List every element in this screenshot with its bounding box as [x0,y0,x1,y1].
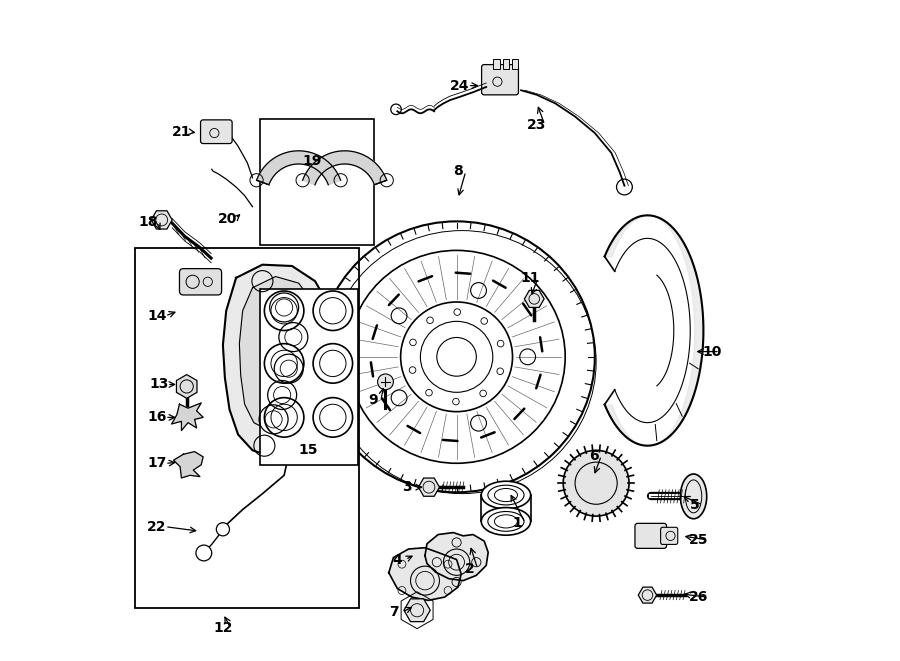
Bar [493,59,500,69]
Bar [135,248,359,608]
Text: 11: 11 [520,271,540,285]
FancyBboxPatch shape [635,524,667,549]
Text: 19: 19 [302,153,321,168]
Text: 21: 21 [172,125,191,139]
Text: 9: 9 [368,393,378,407]
Polygon shape [256,151,341,185]
Text: 3: 3 [402,480,412,494]
FancyBboxPatch shape [201,120,232,143]
Text: 5: 5 [690,498,699,512]
Text: 12: 12 [213,621,233,635]
Text: 24: 24 [450,79,470,93]
FancyBboxPatch shape [482,65,518,95]
Circle shape [378,374,393,390]
Bar [260,118,374,245]
Text: 23: 23 [527,118,546,132]
Ellipse shape [680,474,706,519]
Text: 6: 6 [589,449,598,463]
Text: 4: 4 [392,553,402,566]
Circle shape [196,545,211,561]
Polygon shape [425,533,488,580]
Bar [260,289,358,465]
Polygon shape [302,151,387,185]
FancyBboxPatch shape [179,268,221,295]
Text: 16: 16 [148,410,166,424]
Polygon shape [174,451,203,478]
Text: 8: 8 [453,164,463,178]
Text: 25: 25 [689,533,708,547]
Text: 18: 18 [139,215,158,229]
Circle shape [563,450,629,516]
Text: 15: 15 [299,444,319,457]
Text: 17: 17 [148,457,166,471]
Circle shape [216,523,230,536]
Bar [512,59,518,69]
Text: 10: 10 [702,344,722,358]
Bar [503,59,509,69]
Text: 20: 20 [218,212,238,225]
Polygon shape [389,548,461,600]
Ellipse shape [482,481,531,509]
Text: 14: 14 [148,309,166,323]
Text: 2: 2 [465,562,474,576]
Text: 1: 1 [512,516,522,529]
FancyBboxPatch shape [661,527,678,545]
Text: 7: 7 [389,605,399,619]
Polygon shape [223,264,330,457]
Text: 22: 22 [148,520,166,533]
Polygon shape [172,403,203,430]
Polygon shape [239,276,313,430]
Text: 26: 26 [689,590,708,604]
Ellipse shape [482,508,531,535]
Text: 13: 13 [149,377,169,391]
